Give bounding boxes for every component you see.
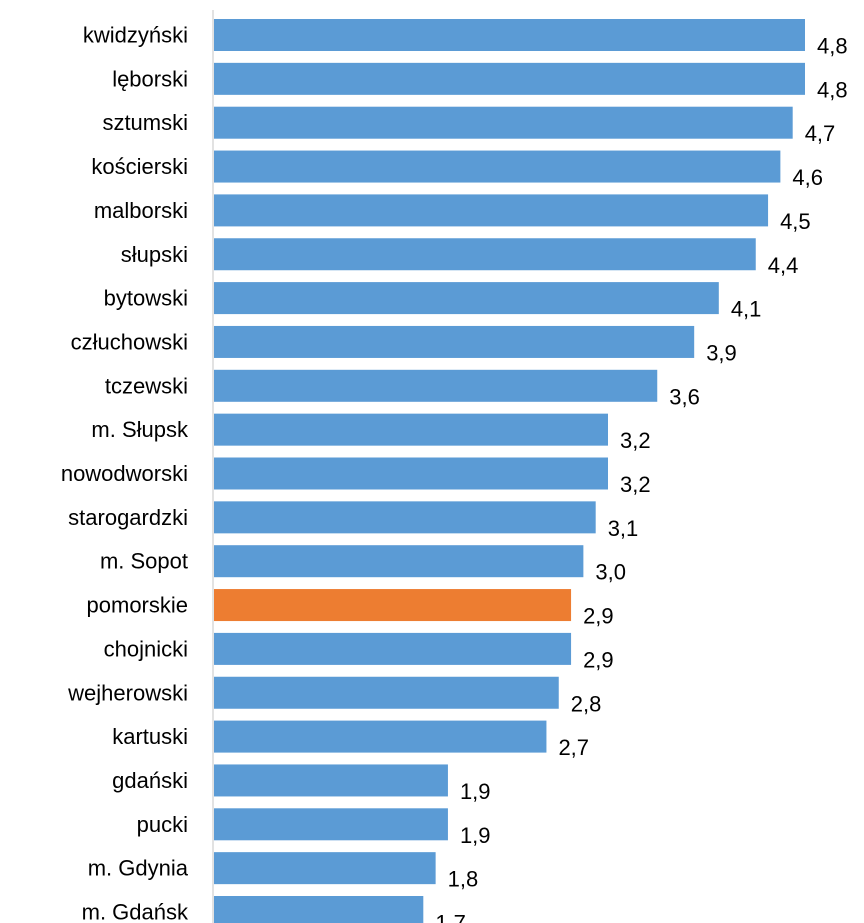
bar-malborski — [214, 194, 769, 227]
category-label-m-gdynia: m. Gdynia — [88, 856, 189, 881]
category-label-starogardzki: starogardzki — [68, 505, 188, 530]
value-label-chojnicki: 2,9 — [583, 647, 614, 672]
category-label-pomorskie: pomorskie — [87, 593, 188, 618]
bar-kartuski — [214, 720, 547, 753]
bar-bytowski — [214, 282, 719, 315]
value-label-leborski: 4,8 — [817, 77, 848, 102]
bar-starogardzki — [214, 501, 596, 534]
bar-tczewski — [214, 369, 658, 402]
bar-m-gdansk — [214, 896, 424, 923]
bar-wejherowski — [214, 676, 559, 709]
category-label-tczewski: tczewski — [105, 373, 188, 398]
bar-m-gdynia — [214, 852, 436, 885]
value-label-czluchowski: 3,9 — [706, 340, 737, 365]
bar-pomorskie — [214, 589, 572, 622]
bar-chojnicki — [214, 632, 572, 665]
value-label-bytowski: 4,1 — [731, 297, 762, 322]
value-label-slupski: 4,4 — [768, 253, 799, 278]
category-label-czluchowski: człuchowski — [71, 329, 188, 354]
bar-czluchowski — [214, 325, 695, 358]
category-label-wejherowski: wejherowski — [67, 680, 188, 705]
value-labels-group: 4,8 4,8 4,7 4,6 4,5 4,44,1 3,93,6 3,2 3,2 3,1 3,0 2… — [435, 34, 847, 923]
category-label-m-gdansk: m. Gdańsk — [82, 900, 189, 923]
category-label-gdanski: gdański — [112, 768, 188, 793]
value-label-starogardzki: 3,1 — [608, 516, 639, 541]
bar-sztumski — [214, 106, 793, 139]
category-label-bytowski: bytowski — [104, 286, 188, 311]
value-label-nowodworski: 3,2 — [620, 472, 651, 497]
category-label-kwidzynski: kwidzyński — [83, 23, 188, 48]
bar-m-sopot — [214, 545, 584, 578]
value-label-m-gdansk: 1,7 — [435, 911, 466, 923]
bars-group — [214, 19, 805, 923]
bar-leborski — [214, 62, 805, 95]
bar-kwidzynski — [214, 19, 805, 51]
bar-gdanski — [214, 764, 448, 797]
bar-pucki — [214, 808, 448, 841]
value-label-kwidzynski: 4,8 — [817, 34, 848, 59]
value-label-pomorskie: 2,9 — [583, 604, 614, 629]
bar-nowodworski — [214, 457, 608, 490]
category-labels-group: kwidzyński lęborski sztumski kościerski malb… — [61, 23, 189, 923]
category-label-leborski: lęborski — [112, 66, 188, 91]
category-label-kartuski: kartuski — [112, 724, 188, 749]
value-label-sztumski: 4,7 — [805, 121, 836, 146]
category-label-koscierski: kościerski — [91, 154, 188, 179]
category-label-sztumski: sztumski — [102, 110, 188, 135]
category-label-chojnicki: chojnicki — [104, 636, 188, 661]
bar-koscierski — [214, 150, 781, 183]
category-label-nowodworski: nowodworski — [61, 461, 188, 486]
value-label-kartuski: 2,7 — [558, 735, 589, 760]
value-label-koscierski: 4,6 — [792, 165, 823, 190]
category-label-pucki: pucki — [137, 812, 188, 837]
value-label-wejherowski: 2,8 — [571, 691, 602, 716]
value-label-m-slupsk: 3,2 — [620, 428, 651, 453]
bar-slupski — [214, 238, 756, 271]
value-label-m-gdynia: 1,8 — [448, 867, 479, 892]
value-label-gdanski: 1,9 — [460, 779, 491, 804]
category-label-slupski: słupski — [121, 242, 188, 267]
value-label-malborski: 4,5 — [780, 209, 811, 234]
value-label-tczewski: 3,6 — [669, 384, 700, 409]
category-label-malborski: malborski — [94, 198, 188, 223]
bar-m-slupsk — [214, 413, 608, 446]
value-label-m-sopot: 3,0 — [595, 560, 626, 585]
category-label-m-slupsk: m. Słupsk — [91, 417, 189, 442]
value-label-pucki: 1,9 — [460, 823, 491, 848]
category-label-m-sopot: m. Sopot — [100, 549, 188, 574]
